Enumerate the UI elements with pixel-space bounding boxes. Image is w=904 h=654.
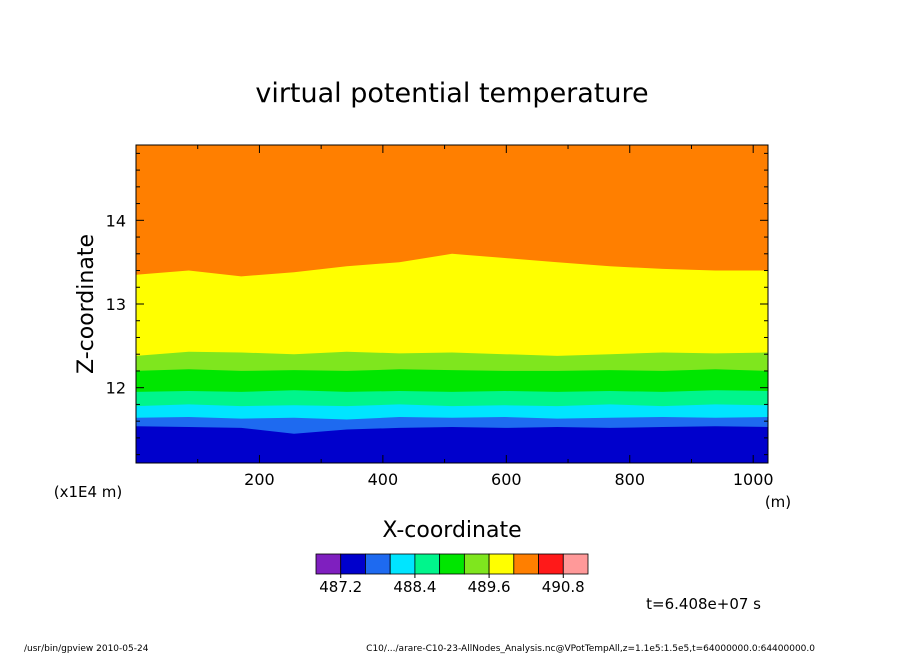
colorbar-swatch [340,553,366,575]
y-axis-label: Z-coordinate [74,234,99,374]
contour-band-8 [136,426,768,463]
y-tick-label: 13 [106,295,126,314]
y-tick-label: 12 [106,379,126,398]
x-tick-label: 1000 [733,470,774,489]
plot-area [135,144,769,464]
footer-left: /usr/bin/gpview 2010-05-24 [24,644,149,654]
chart-title: virtual potential temperature [255,78,648,109]
colorbar-swatch [365,553,391,575]
x-tick-label: 600 [491,470,522,489]
y-tick-label: 14 [106,211,126,230]
colorbar-swatch [538,553,564,575]
footer-right: C10/.../arare-C10-23-AllNodes_Analysis.n… [366,644,815,654]
x-axis: 200 400 600 800 1000 [197,145,774,489]
colorbar-label: 490.8 [542,578,585,596]
x-axis-label: X-coordinate [382,518,521,543]
colorbar-swatch [389,553,416,575]
contour-bands [136,145,768,463]
y-axis: 12 13 14 [106,152,768,456]
y-axis-unit: (x1E4 m) [54,483,123,501]
colorbar-swatch [463,553,490,575]
colorbar-swatch [562,553,589,575]
x-tick-label: 800 [614,470,645,489]
colorbar-label: 488.4 [393,578,436,596]
time-annotation: t=6.408e+07 s [646,595,761,613]
colorbar-swatch [414,553,441,575]
colorbar-swatch [439,553,465,575]
colorbar-swatch [513,553,539,575]
colorbar: 487.2 488.4 489.6 490.8 [315,553,589,596]
x-tick-label: 400 [368,470,399,489]
colorbar-swatch [315,553,342,575]
colorbar-swatch [488,553,515,575]
x-tick-label: 200 [244,470,275,489]
colorbar-label: 489.6 [468,578,511,596]
x-axis-unit: (m) [765,493,791,511]
colorbar-label: 487.2 [319,578,362,596]
